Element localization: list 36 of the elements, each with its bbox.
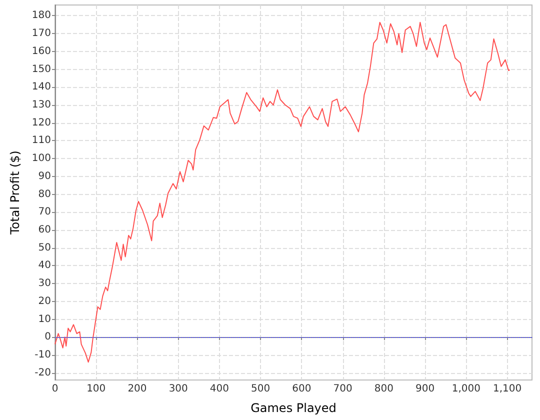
x-tick-label: 300: [168, 384, 188, 394]
x-tick-label: 500: [251, 384, 270, 394]
y-tick-label: 50: [38, 242, 51, 254]
y-axis-title: Total Profit ($): [8, 150, 22, 236]
y-tick-label: -10: [34, 350, 51, 360]
x-tick-label: 900: [416, 384, 435, 394]
x-axis-title: Games Played: [250, 401, 336, 415]
y-tick-label: 0: [44, 332, 51, 343]
y-tick-label: 170: [32, 28, 51, 40]
y-tick-label: 10: [38, 314, 51, 325]
y-tick-label: 40: [38, 260, 51, 272]
x-tick-label: 100: [86, 384, 106, 394]
y-tick-label: 110: [32, 135, 51, 146]
y-tick-label: -20: [34, 367, 51, 378]
y-tick-label: 140: [32, 82, 51, 93]
y-tick-label: 60: [38, 224, 51, 236]
y-tick-label: 80: [38, 188, 51, 200]
y-tick-label: 70: [38, 206, 51, 218]
y-tick-label: 100: [32, 153, 51, 164]
y-tick-label: 180: [32, 10, 51, 22]
x-tick-label: 0: [52, 384, 58, 394]
x-tick-label: 700: [333, 384, 352, 394]
line-series: [54, 22, 510, 363]
x-tick-label: 1,100: [493, 384, 522, 394]
x-tick-label: 600: [292, 384, 312, 394]
y-tick-label: 20: [38, 296, 51, 307]
y-tick-label: 150: [32, 64, 51, 75]
x-tick-label: 800: [374, 384, 394, 394]
x-tick-label: 400: [210, 384, 230, 394]
y-tick-label: 120: [32, 117, 51, 128]
y-tick-label: 90: [38, 170, 51, 182]
y-tick-label: 160: [32, 46, 51, 57]
y-tick-label: 130: [32, 100, 51, 110]
y-tick-label: 30: [38, 278, 51, 290]
x-tick-label: 1,000: [452, 384, 481, 394]
x-tick-label: 200: [128, 384, 147, 394]
